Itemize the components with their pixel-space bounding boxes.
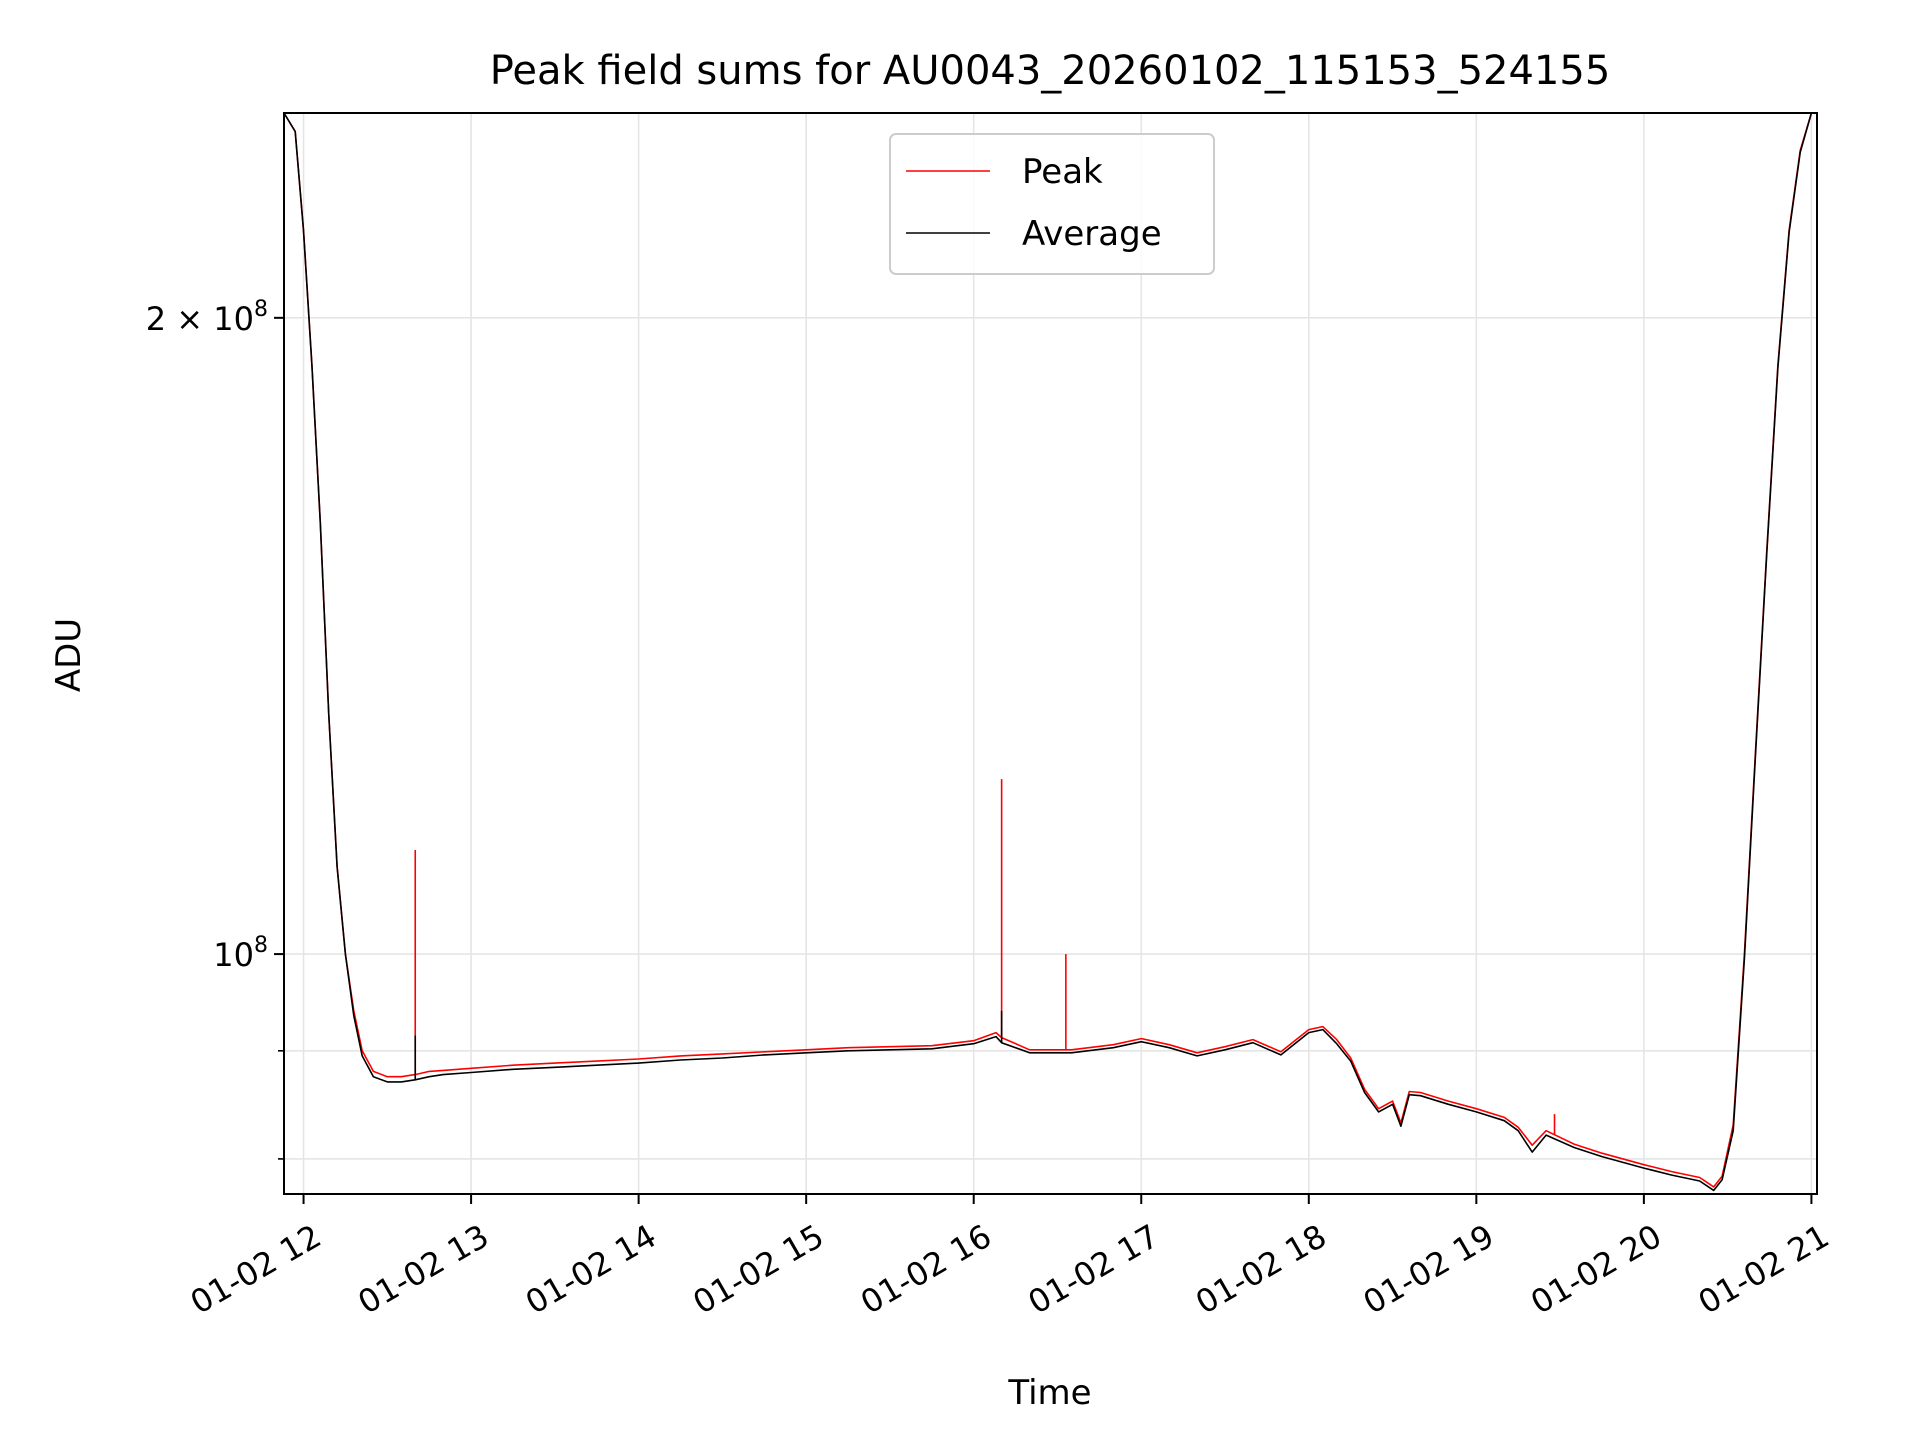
y-tick-label: 2 × 108 [146, 297, 268, 338]
series-line-average [283, 112, 1813, 1192]
chart-title: Peak field sums for AU0043_20260102_1151… [490, 48, 1611, 94]
x-axis-label: Time [1007, 1373, 1091, 1413]
grid-layer [284, 113, 1817, 1194]
legend-label-peak: Peak [1022, 152, 1103, 192]
series-layer [283, 112, 1813, 1192]
y-axis-label: ADU [49, 618, 89, 692]
legend: Peak Average [889, 133, 1215, 275]
plot-frame [283, 112, 1818, 1195]
legend-box [889, 133, 1215, 275]
series-line-peak [283, 112, 1813, 1188]
y-tick-label: 108 [213, 933, 268, 974]
legend-label-average: Average [1022, 214, 1162, 254]
